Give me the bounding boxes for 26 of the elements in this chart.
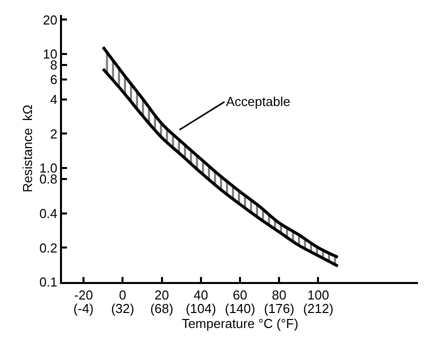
x-tick-label: 60 — [232, 288, 248, 303]
annotation: Acceptable — [226, 94, 290, 109]
y-tick-label: 0.1 — [39, 274, 58, 290]
y-tick-label: 4 — [50, 92, 58, 107]
y-tick-label: 20 — [42, 12, 58, 28]
y-tick-label: 0.2 — [39, 240, 58, 256]
x-tick-label: 0 — [119, 288, 126, 303]
x-tick-label: 80 — [272, 288, 286, 303]
x-tick-label: 100 — [307, 288, 330, 303]
x2-tick-label: (212) — [303, 301, 334, 316]
x2-tick-label: (140) — [224, 301, 256, 316]
x2-tick-label: (104) — [186, 301, 216, 316]
y-axis-title: Resistance kΩ — [20, 104, 35, 192]
x-tick-label: -20 — [74, 288, 93, 303]
y-tick-label: 0.8 — [39, 172, 58, 187]
x-axis-title: Temperature °C (°F) — [182, 316, 298, 331]
y-tick-label: 2 — [50, 126, 58, 142]
x-tick-label: 20 — [154, 288, 169, 303]
x2-tick-label: (-4) — [73, 301, 94, 316]
x2-tick-label: (32) — [111, 301, 134, 316]
y-tick-label: 8 — [50, 58, 58, 73]
x2-tick-label: (68) — [150, 301, 174, 316]
x-tick-label: 40 — [194, 288, 208, 303]
x2-tick-label: (176) — [264, 301, 294, 316]
y-tick-label: 6 — [50, 72, 58, 87]
y-tick-label: 0.4 — [39, 206, 58, 221]
